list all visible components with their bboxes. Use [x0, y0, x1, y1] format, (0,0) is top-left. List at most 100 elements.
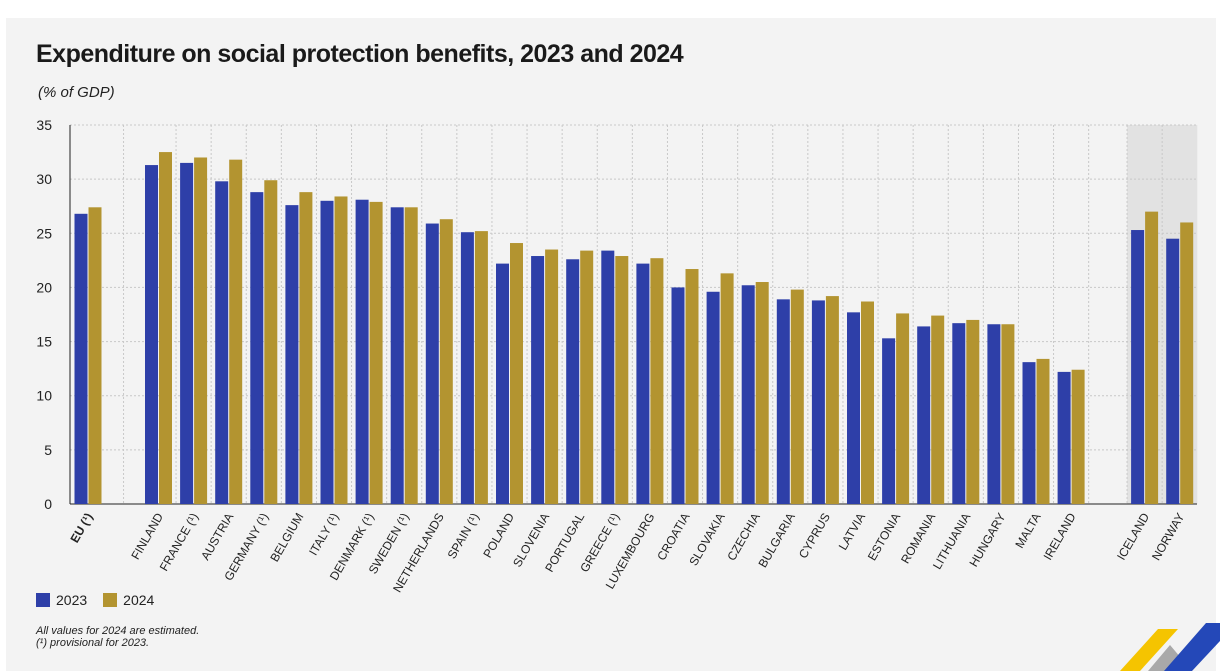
category-label: ICELAND [1114, 510, 1152, 562]
category-label: POLAND [480, 510, 517, 560]
bar-2024 [966, 319, 980, 504]
bar-2023 [1022, 362, 1036, 504]
y-tick-label: 0 [44, 496, 52, 512]
bar-2024 [1001, 324, 1015, 504]
category-label: EU (¹) [67, 511, 95, 546]
bar-2024 [404, 207, 418, 504]
bar-2024 [755, 282, 769, 504]
bar-2023 [741, 285, 755, 504]
bar-2024 [334, 196, 348, 504]
y-tick-label: 5 [44, 442, 52, 458]
bar-2023 [285, 205, 299, 505]
bar-2023 [917, 326, 931, 504]
bar-2024 [790, 289, 804, 504]
category-label: FINLAND [128, 510, 166, 562]
legend-swatch-2023 [36, 593, 50, 607]
bar-2023 [566, 259, 580, 504]
category-label: ITALY (¹) [306, 510, 341, 557]
bar-2023 [1057, 371, 1071, 504]
bar-2024 [439, 219, 453, 505]
bar-2023 [1131, 230, 1145, 504]
eurostat-logo [1120, 623, 1220, 671]
category-label: HUNGARY [966, 511, 1008, 570]
bar-2024 [615, 256, 629, 504]
y-tick-label: 20 [36, 279, 52, 295]
category-label: CROATIA [654, 511, 692, 563]
category-label: LATVIA [836, 511, 868, 553]
footnote-provisional: (¹) provisional for 2023. [36, 637, 150, 649]
bar-2023 [250, 192, 264, 504]
y-tick-label: 10 [36, 388, 52, 404]
bar-2024 [1036, 358, 1050, 504]
bar-2023 [1166, 238, 1180, 504]
category-label: BELGIUM [267, 511, 306, 565]
bar-2023 [215, 181, 229, 504]
category-label: NORWAY [1149, 511, 1187, 563]
bar-2023 [601, 250, 615, 504]
y-tick-label: 15 [36, 334, 52, 350]
bar-2024 [720, 273, 734, 504]
category-label: ROMANIA [898, 511, 938, 567]
bar-2024 [510, 243, 523, 504]
bar-2024 [861, 301, 874, 504]
bar-2024 [685, 269, 699, 504]
bar-2023 [145, 165, 158, 504]
chart-title: Expenditure on social protection benefit… [36, 40, 684, 68]
bar-2024 [1180, 222, 1194, 504]
bar-2024 [580, 250, 594, 504]
bar-2023 [496, 263, 509, 504]
bar-2024 [159, 152, 172, 505]
bar-2024 [194, 157, 208, 504]
bar-2023 [531, 256, 545, 504]
y-tick-label: 30 [36, 171, 52, 187]
bar-2024 [264, 180, 278, 504]
bar-2023 [180, 162, 194, 504]
category-label: AUSTRIA [198, 511, 236, 563]
bar-2023 [460, 232, 474, 504]
legend-label-2023: 2023 [56, 592, 88, 608]
category-label: CYPRUS [796, 511, 833, 561]
bar-2024 [1071, 369, 1085, 504]
category-label: CZECHIA [724, 511, 762, 564]
category-label: IRELAND [1041, 510, 1079, 562]
bar-2023 [882, 338, 896, 504]
category-label: BULGARIA [755, 511, 797, 571]
y-tick-label: 35 [36, 117, 52, 133]
bar-2023 [706, 291, 720, 504]
bar-2023 [355, 199, 369, 504]
category-label: SPAIN (¹) [445, 511, 482, 562]
footnotes: All values for 2024 are estimated. (¹) p… [36, 625, 199, 649]
category-label: ESTONIA [865, 511, 903, 563]
bar-2024 [896, 313, 910, 504]
chart-subtitle: (% of GDP) [38, 84, 115, 101]
bar-2023 [425, 223, 439, 505]
footnote-estimated: All values for 2024 are estimated. [36, 625, 200, 637]
legend-item-2024: 2024 [103, 592, 154, 608]
bar-2023 [636, 263, 650, 504]
bar-2023 [776, 299, 790, 504]
bar-2024 [931, 315, 945, 504]
bar-2024 [474, 231, 488, 504]
bar-2024 [299, 192, 313, 504]
category-label: SLOVAKIA [686, 511, 727, 569]
bar-2024 [545, 249, 559, 504]
legend-item-2023: 2023 [36, 592, 87, 608]
category-label: MALTA [1012, 511, 1043, 551]
bar-2024 [1145, 211, 1159, 504]
bar-2024 [88, 207, 102, 504]
bar-2023 [952, 323, 966, 504]
legend-label-2024: 2024 [123, 592, 155, 608]
bar-2024 [369, 201, 383, 504]
bar-2023 [390, 207, 404, 504]
bar-2023 [74, 213, 88, 504]
legend-swatch-2024 [103, 593, 118, 607]
bar-2023 [811, 300, 825, 504]
y-tick-label: 25 [36, 225, 52, 241]
bar-2023 [987, 324, 1001, 504]
bar-2024 [650, 258, 664, 504]
legend: 2023 2024 [36, 592, 164, 608]
bar-2023 [847, 312, 860, 504]
bar-2023 [320, 200, 334, 505]
bar-2023 [671, 287, 685, 504]
